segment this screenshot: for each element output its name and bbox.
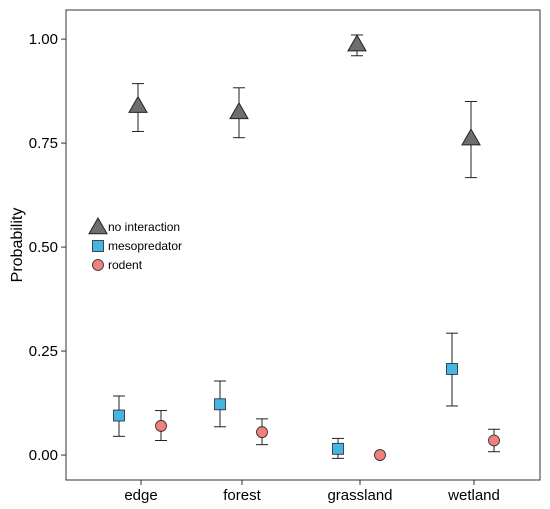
marker-square [446, 363, 458, 375]
y-axis-title: Probability [9, 208, 26, 283]
y-tick-label: 0.50 [29, 239, 58, 256]
chart-marks [113, 34, 500, 461]
x-tick-label: grassland [327, 487, 392, 504]
y-tick-label: 0.75 [29, 135, 58, 152]
data-point-circle [374, 449, 386, 461]
marker-circle [256, 426, 268, 439]
marker-square [332, 442, 344, 455]
y-tick-label: 0.25 [29, 343, 58, 360]
data-point-square [214, 380, 226, 428]
legend-item: no interaction [88, 216, 180, 235]
data-point-triangle [128, 83, 148, 132]
legend-key-square [92, 240, 104, 252]
data-point-square [446, 332, 458, 407]
marker-triangle [347, 34, 367, 52]
legend-key-circle [92, 259, 104, 271]
legend-item: rodent [92, 258, 143, 272]
legend-label: no interaction [108, 220, 180, 234]
plot-panel [65, 9, 541, 481]
data-point-circle [488, 428, 500, 453]
marker-circle [374, 449, 386, 461]
marker-circle [155, 420, 167, 432]
data-point-circle [155, 410, 167, 441]
y-tick-label: 0.00 [29, 447, 58, 464]
marker-triangle [128, 95, 148, 113]
x-tick-label: wetland [447, 487, 500, 504]
y-axis: 0.00 0.25 0.50 0.75 1.00 [29, 31, 66, 464]
data-point-square [332, 437, 344, 459]
legend-item: mesopredator [92, 239, 182, 253]
marker-square [214, 398, 226, 411]
marker-triangle [461, 128, 481, 146]
marker-square [113, 409, 125, 422]
y-tick-label: 1.00 [29, 31, 58, 48]
legend: no interaction mesopredator rodent [88, 216, 182, 272]
legend-label: mesopredator [108, 239, 182, 253]
data-point-circle [256, 418, 268, 446]
data-point-square [113, 395, 125, 437]
x-axis: edge forest grassland wetland [124, 480, 500, 504]
x-tick-label: edge [124, 487, 157, 504]
legend-label: rodent [108, 258, 143, 272]
marker-circle [488, 434, 500, 447]
x-tick-label: forest [223, 487, 261, 504]
data-point-triangle [461, 101, 481, 179]
data-point-triangle [229, 87, 249, 139]
legend-key-triangle [88, 216, 108, 235]
marker-triangle [229, 101, 249, 120]
data-point-triangle [347, 34, 367, 57]
